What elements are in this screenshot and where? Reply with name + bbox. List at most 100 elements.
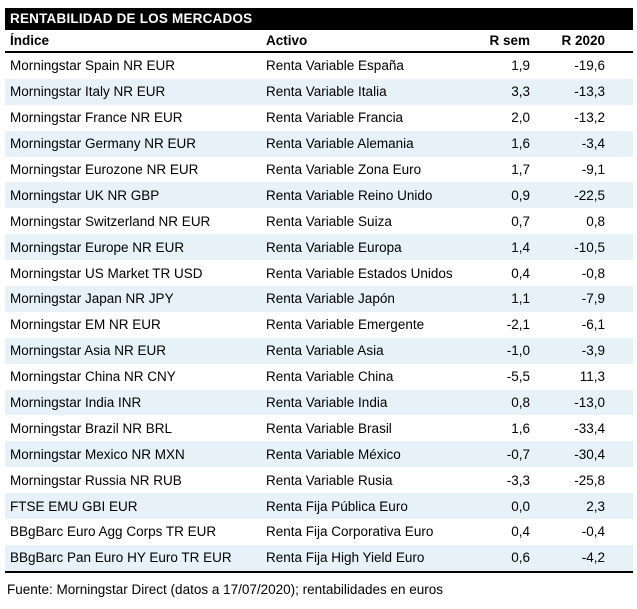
cell-r-sem: -5,5 bbox=[506, 369, 530, 385]
cell-activo: Renta Fija Corporativa Euro bbox=[266, 524, 434, 540]
table-row: FTSE EMU GBI EUR Renta Fija Pública Euro 0… bbox=[5, 493, 633, 520]
cell-indice: Morningstar Mexico NR MXN bbox=[10, 446, 185, 462]
cell-indice: Morningstar Japan NR JPY bbox=[10, 291, 174, 307]
table-row: Morningstar Eurozone NR EUR Renta Variabl… bbox=[5, 156, 633, 183]
cell-indice: BBgBarc Pan Euro HY Euro TR EUR bbox=[10, 550, 232, 566]
table-row: BBgBarc Pan Euro HY Euro TR EUR Renta Fij… bbox=[5, 544, 633, 571]
cell-r-2020: -10,5 bbox=[574, 239, 605, 255]
cell-indice: Morningstar India INR bbox=[10, 395, 142, 411]
source-note: Fuente: Morningstar Direct (datos a 17/0… bbox=[7, 581, 444, 597]
cell-activo: Renta Variable Estados Unidos bbox=[266, 265, 453, 281]
cell-r-sem: 1,6 bbox=[511, 136, 530, 152]
cell-r-2020: 11,3 bbox=[579, 369, 605, 385]
table-row: BBgBarc Euro Agg Corps TR EUR Renta Fija … bbox=[5, 519, 633, 545]
cell-r-sem: 1,6 bbox=[511, 420, 530, 436]
cell-r-sem: 0,6 bbox=[511, 550, 530, 566]
cell-r-sem: 0,8 bbox=[511, 395, 530, 411]
cell-indice: Morningstar Russia NR RUB bbox=[10, 472, 182, 488]
table-row: Morningstar EM NR EUR Renta Variable Emer… bbox=[5, 311, 633, 338]
cell-activo: Renta Variable Suiza bbox=[266, 213, 392, 229]
cell-indice: Morningstar UK NR GBP bbox=[10, 187, 160, 203]
cell-activo: Renta Variable Rusia bbox=[266, 472, 393, 488]
table-row: Morningstar Japan NR JPY Renta Variable J… bbox=[5, 286, 633, 312]
market-returns-report: RENTABILIDAD DE LOS MERCADOS Índice Acti… bbox=[5, 8, 633, 597]
cell-activo: Renta Variable Zona Euro bbox=[266, 162, 422, 177]
report-title: RENTABILIDAD DE LOS MERCADOS bbox=[5, 8, 633, 30]
cell-r-2020: -6,1 bbox=[581, 317, 605, 333]
cell-r-2020: -3,4 bbox=[581, 136, 605, 152]
cell-r-sem: -3,3 bbox=[506, 472, 530, 488]
cell-indice: Morningstar Switzerland NR EUR bbox=[10, 213, 211, 229]
table-row: Morningstar Asia NR EUR Renta Variable As… bbox=[5, 337, 633, 364]
cell-r-2020: -0,8 bbox=[581, 265, 605, 281]
table-row: Morningstar Mexico NR MXN Renta Variable … bbox=[5, 441, 633, 468]
cell-r-2020: -13,3 bbox=[574, 84, 605, 100]
cell-r-2020: -3,9 bbox=[581, 343, 605, 359]
cell-indice: Morningstar Germany NR EUR bbox=[10, 136, 197, 152]
cell-r-sem: 0,9 bbox=[511, 187, 530, 203]
table-row: Morningstar Germany NR EUR Renta Variable… bbox=[5, 130, 633, 157]
cell-indice: Morningstar Eurozone NR EUR bbox=[10, 162, 199, 177]
cell-indice: Morningstar China NR CNY bbox=[10, 369, 176, 385]
cell-indice: Morningstar Italy NR EUR bbox=[10, 84, 166, 100]
table-row: Morningstar Switzerland NR EUR Renta Vari… bbox=[5, 208, 633, 235]
cell-r-sem: 0,7 bbox=[511, 213, 530, 229]
table-header-row: Índice Activo R sem R 2020 bbox=[5, 30, 633, 53]
cell-indice: FTSE EMU GBI EUR bbox=[10, 498, 138, 514]
cell-indice: Morningstar Europe NR EUR bbox=[10, 239, 185, 255]
table-bottom-rule bbox=[5, 570, 633, 573]
table-row: Morningstar Italy NR EUR Renta Variable I… bbox=[5, 78, 633, 105]
cell-indice: Morningstar US Market TR USD bbox=[10, 265, 203, 281]
column-header-indice: Índice bbox=[10, 33, 50, 48]
cell-activo: Renta Variable México bbox=[266, 446, 401, 462]
cell-r-2020: -30,4 bbox=[574, 446, 605, 462]
cell-activo: Renta Variable China bbox=[266, 369, 394, 385]
cell-r-2020: -0,4 bbox=[581, 524, 605, 540]
cell-r-sem: 0,4 bbox=[511, 524, 530, 540]
cell-activo: Renta Variable Reino Unido bbox=[266, 187, 433, 203]
table-body: Morningstar Spain NR EUR Renta Variable E… bbox=[5, 53, 633, 571]
cell-r-sem: -2,1 bbox=[506, 317, 530, 333]
cell-r-sem: 0,4 bbox=[511, 265, 530, 281]
cell-activo: Renta Fija High Yield Euro bbox=[266, 550, 425, 566]
cell-r-sem: 3,3 bbox=[511, 84, 530, 100]
cell-indice: Morningstar Asia NR EUR bbox=[10, 343, 167, 359]
cell-r-sem: 1,1 bbox=[511, 291, 530, 307]
cell-r-2020: -13,0 bbox=[574, 395, 605, 411]
cell-activo: Renta Variable Italia bbox=[266, 84, 387, 100]
table-row: Morningstar Spain NR EUR Renta Variable E… bbox=[5, 53, 633, 79]
cell-r-2020: -19,6 bbox=[574, 58, 605, 74]
cell-r-sem: -0,7 bbox=[506, 446, 530, 462]
cell-activo: Renta Fija Pública Euro bbox=[266, 498, 408, 514]
cell-r-2020: -25,8 bbox=[574, 472, 605, 488]
cell-r-sem: 0,0 bbox=[511, 498, 530, 514]
cell-r-2020: -33,4 bbox=[574, 420, 605, 436]
table-row: Morningstar France NR EUR Renta Variable … bbox=[5, 104, 633, 131]
cell-indice: BBgBarc Euro Agg Corps TR EUR bbox=[10, 524, 217, 540]
cell-r-sem: -1,0 bbox=[506, 343, 530, 359]
column-header-r-2020: R 2020 bbox=[561, 33, 605, 48]
cell-activo: Renta Variable Europa bbox=[266, 239, 402, 255]
cell-activo: Renta Variable España bbox=[266, 58, 404, 74]
column-header-r-sem: R sem bbox=[489, 33, 530, 48]
table-row: Morningstar US Market TR USD Renta Variab… bbox=[5, 260, 633, 287]
cell-indice: Morningstar EM NR EUR bbox=[10, 317, 161, 333]
table-row: Morningstar UK NR GBP Renta Variable Rein… bbox=[5, 182, 633, 209]
cell-activo: Renta Variable Japón bbox=[266, 291, 395, 307]
cell-indice: Morningstar Brazil NR BRL bbox=[10, 420, 173, 436]
cell-indice: Morningstar France NR EUR bbox=[10, 110, 183, 126]
cell-r-sem: 1,9 bbox=[511, 58, 530, 74]
cell-activo: Renta Variable India bbox=[266, 395, 388, 411]
cell-r-2020: 0,8 bbox=[586, 213, 605, 229]
table-row: Morningstar Europe NR EUR Renta Variable … bbox=[5, 234, 633, 261]
table-row: Morningstar India INR Renta Variable Indi… bbox=[5, 389, 633, 416]
cell-r-2020: -4,2 bbox=[581, 550, 605, 566]
cell-r-sem: 1,4 bbox=[511, 239, 530, 255]
cell-indice: Morningstar Spain NR EUR bbox=[10, 58, 176, 74]
cell-r-2020: -22,5 bbox=[574, 187, 605, 203]
cell-r-sem: 2,0 bbox=[511, 110, 530, 126]
cell-activo: Renta Variable Emergente bbox=[266, 317, 425, 333]
cell-r-2020: -7,9 bbox=[581, 291, 605, 307]
cell-r-2020: 2,3 bbox=[586, 498, 605, 514]
cell-r-2020: -9,1 bbox=[581, 162, 605, 177]
